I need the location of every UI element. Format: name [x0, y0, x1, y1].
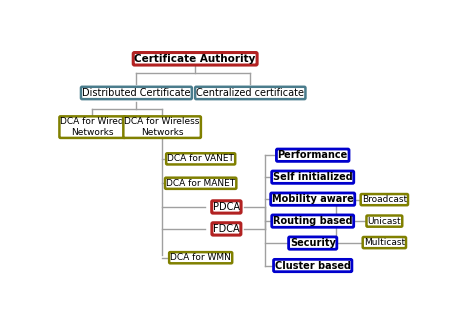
- Text: DCA for VANET: DCA for VANET: [167, 154, 234, 163]
- Text: Self initialized: Self initialized: [273, 172, 353, 182]
- Text: Mobility aware: Mobility aware: [272, 194, 354, 204]
- Text: Cluster based: Cluster based: [275, 261, 351, 270]
- Text: Centralized certificate: Centralized certificate: [196, 88, 304, 98]
- Text: Unicast: Unicast: [367, 217, 401, 226]
- Text: DCA for Wireless
Networks: DCA for Wireless Networks: [124, 117, 200, 137]
- Text: Security: Security: [290, 238, 336, 248]
- Text: Broadcast: Broadcast: [362, 195, 407, 204]
- Text: Performance: Performance: [278, 150, 348, 160]
- Text: Distributed Certificate: Distributed Certificate: [82, 88, 191, 98]
- Text: FDCA: FDCA: [213, 224, 240, 234]
- Text: PDCA: PDCA: [213, 202, 240, 212]
- Text: DCA for Wired
Networks: DCA for Wired Networks: [61, 117, 124, 137]
- Text: DCA for WMN: DCA for WMN: [170, 253, 231, 262]
- Text: Routing based: Routing based: [273, 216, 353, 226]
- Text: DCA for MANET: DCA for MANET: [166, 179, 235, 188]
- Text: Multicast: Multicast: [364, 238, 405, 247]
- Text: Certificate Authority: Certificate Authority: [135, 54, 256, 64]
